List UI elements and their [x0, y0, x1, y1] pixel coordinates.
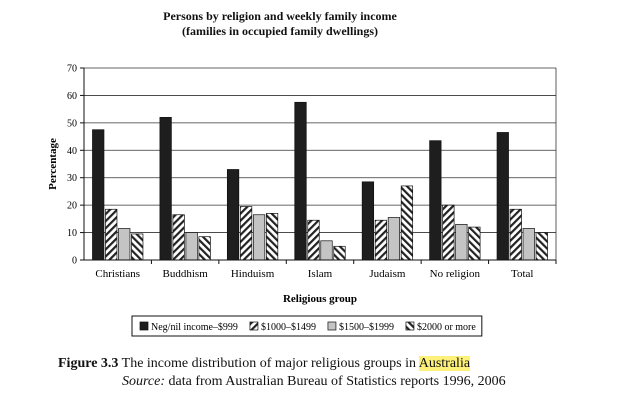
bar: [496, 132, 509, 261]
legend-swatch: [327, 321, 337, 331]
bar: [239, 206, 253, 261]
bar: [92, 129, 105, 261]
bar: [105, 208, 118, 261]
source-label: Source:: [122, 374, 166, 389]
bar: [387, 217, 401, 261]
figure-source: Source: data from Australian Bureau of S…: [122, 374, 506, 390]
caption-text: The income distribution of major religio…: [121, 356, 416, 371]
legend-label: $1000–$1499: [261, 322, 316, 333]
bar: [226, 169, 240, 261]
bar: [198, 236, 211, 261]
bar: [535, 232, 548, 261]
legend-label: $1500–$1999: [339, 322, 394, 333]
y-tick-label: 70: [67, 64, 77, 75]
y-tick-label: 50: [67, 118, 77, 129]
bar: [374, 219, 388, 261]
bar: [265, 213, 279, 261]
bar: [320, 240, 333, 261]
source-text: data from Australian Bureau of Statistic…: [168, 374, 506, 389]
bar: [118, 228, 131, 261]
x-axis-label: Religious group: [283, 293, 357, 305]
caption-highlight: Australia: [418, 356, 471, 371]
bar: [400, 185, 414, 261]
bar: [185, 232, 198, 261]
y-tick-label: 30: [67, 173, 77, 184]
bar: [333, 245, 346, 261]
legend-box: [131, 315, 483, 337]
y-tick-label: 60: [67, 91, 77, 102]
bar: [172, 214, 185, 261]
chart-title: Persons by religion and weekly family in…: [163, 9, 397, 23]
y-tick-label: 20: [67, 201, 77, 212]
bar: [468, 226, 481, 261]
x-tick-label: Islam: [308, 268, 333, 280]
bar: [429, 140, 442, 261]
bar: [307, 219, 320, 261]
x-tick-label: Judaism: [369, 268, 406, 280]
legend-label: $2000 or more: [417, 322, 476, 333]
y-axis-label: Percentage: [47, 138, 59, 190]
bar: [131, 233, 144, 261]
legend-swatch: [405, 321, 415, 331]
figure-number: Figure 3.3: [58, 356, 119, 371]
figure-caption: Figure 3.3 The income distribution of ma…: [58, 356, 471, 372]
x-tick-label: Total: [511, 268, 533, 280]
x-tick-label: Christians: [95, 268, 140, 280]
x-tick-label: No religion: [430, 268, 481, 280]
bar: [522, 228, 535, 261]
x-tick-label: Hinduism: [231, 268, 275, 280]
bar: [455, 223, 468, 261]
bar: [294, 101, 307, 261]
bar: [509, 208, 522, 261]
y-tick-label: 40: [67, 146, 77, 157]
chart-subtitle: (families in occupied family dwellings): [182, 24, 378, 38]
bar: [159, 117, 172, 261]
y-tick-label: 0: [72, 256, 77, 267]
bar: [361, 181, 375, 261]
bar: [442, 204, 455, 261]
legend-swatch: [249, 321, 259, 331]
bar: [252, 214, 266, 261]
y-tick-label: 10: [67, 228, 77, 239]
x-tick-label: Buddhism: [163, 268, 209, 280]
legend-label: Neg/nil income–$999: [151, 322, 238, 333]
legend-swatch: [139, 321, 149, 331]
